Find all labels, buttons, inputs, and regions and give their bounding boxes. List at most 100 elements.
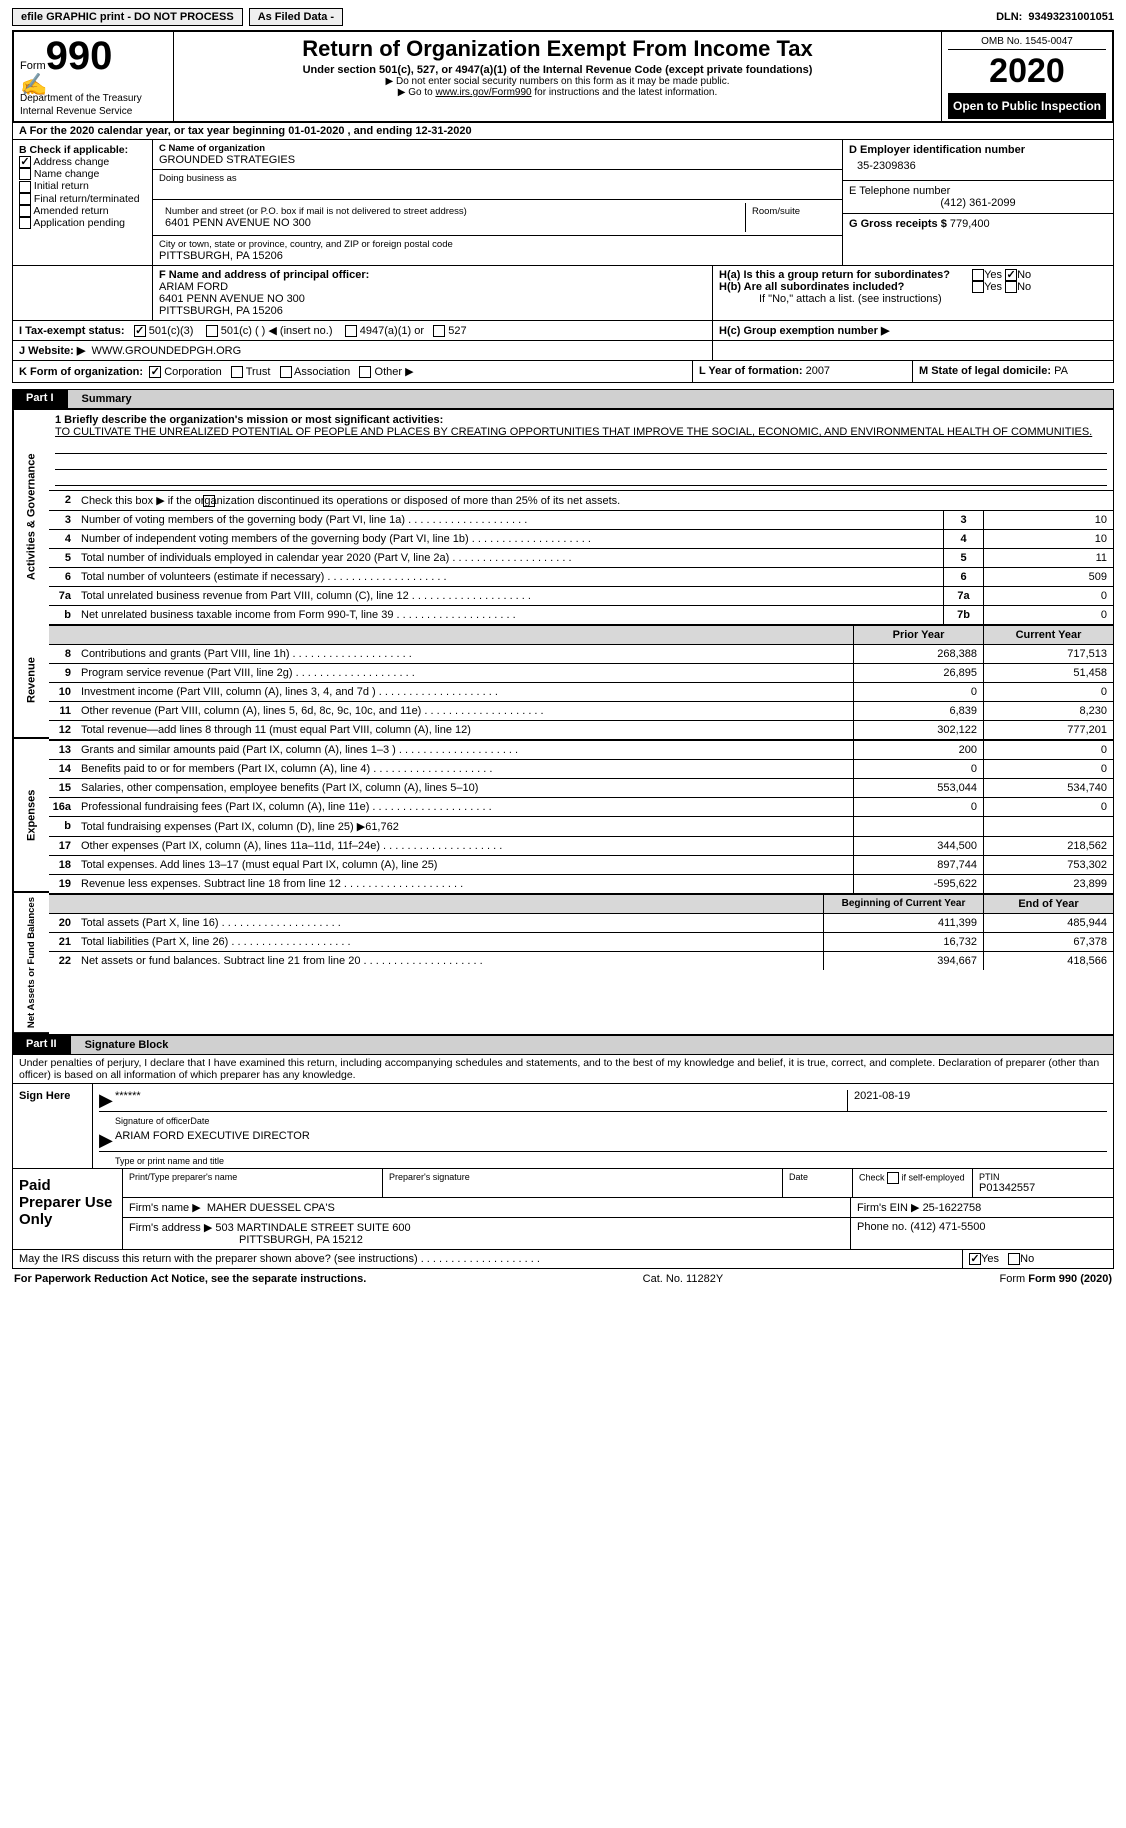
- addr-value: 6401 PENN AVENUE NO 300: [165, 217, 739, 229]
- chk-application-pending[interactable]: [19, 217, 31, 229]
- chk-ha-yes[interactable]: [972, 269, 984, 281]
- sign-here-label: Sign Here: [13, 1084, 93, 1168]
- i-4947: 4947(a)(1) or: [360, 325, 424, 337]
- sig-label: Signature of officer: [115, 1116, 190, 1126]
- c8: 717,513: [983, 645, 1113, 663]
- goto-pre: ▶ Go to: [398, 87, 436, 98]
- chk-final-return[interactable]: [19, 193, 31, 205]
- p10: 0: [853, 683, 983, 701]
- p21: 16,732: [823, 933, 983, 951]
- form-number: 990: [46, 34, 113, 78]
- v6: 509: [983, 568, 1113, 586]
- f-label: F Name and address of principal officer:: [159, 269, 369, 281]
- chk-discuss-yes[interactable]: [969, 1253, 981, 1265]
- c14: 0: [983, 760, 1113, 778]
- chk-address-change[interactable]: [19, 156, 31, 168]
- chk-discuss-no[interactable]: [1008, 1253, 1020, 1265]
- chk-501c3[interactable]: [134, 325, 146, 337]
- org-name: GROUNDED STRATEGIES: [159, 154, 836, 166]
- chk-trust[interactable]: [231, 366, 243, 378]
- top-efile-bar: efile GRAPHIC print - DO NOT PROCESS As …: [12, 8, 1114, 26]
- l20: Total assets (Part X, line 16): [77, 914, 823, 932]
- l6: Total number of volunteers (estimate if …: [77, 568, 943, 586]
- chk-501c[interactable]: [206, 325, 218, 337]
- footer-form: Form 990 (2020): [1028, 1273, 1112, 1285]
- l13: Grants and similar amounts paid (Part IX…: [77, 741, 853, 759]
- side-netassets: Net Assets or Fund Balances: [13, 893, 49, 1034]
- c-label: C Name of organization: [159, 143, 265, 154]
- discuss-no: No: [1020, 1253, 1034, 1265]
- part1-title: Summary: [68, 389, 1114, 409]
- g-label: G Gross receipts $: [849, 218, 947, 230]
- l19: Revenue less expenses. Subtract line 18 …: [77, 875, 853, 893]
- irs-link[interactable]: www.irs.gov/Form990: [435, 87, 531, 98]
- v5: 11: [983, 549, 1113, 567]
- ha-label: H(a) Is this a group return for subordin…: [719, 269, 969, 281]
- l-label: L Year of formation:: [699, 365, 803, 377]
- name-label: Type or print name and title: [115, 1156, 224, 1166]
- prep-h2: Preparer's signature: [383, 1169, 783, 1197]
- j-label: J Website: ▶: [19, 345, 85, 357]
- summary-table: Activities & Governance 1 Briefly descri…: [12, 409, 1114, 1035]
- chk-527[interactable]: [433, 325, 445, 337]
- b-name-change: Name change: [34, 168, 99, 180]
- chk-self-employed[interactable]: [887, 1172, 899, 1184]
- b-initial-return: Initial return: [34, 180, 89, 192]
- form-header: Form990 ✍ Department of the Treasury Int…: [12, 30, 1114, 123]
- city-value: PITTSBURGH, PA 15206: [159, 250, 836, 262]
- chk-hb-yes[interactable]: [972, 281, 984, 293]
- chk-other[interactable]: [359, 366, 371, 378]
- p15: 553,044: [853, 779, 983, 797]
- firm-addr1: 503 MARTINDALE STREET SUITE 600: [215, 1222, 410, 1234]
- p20: 411,399: [823, 914, 983, 932]
- sig-date: 2021-08-19: [847, 1090, 1107, 1111]
- form-subtitle-1: Under section 501(c), 527, or 4947(a)(1)…: [180, 64, 935, 76]
- officer-name-title: ARIAM FORD EXECUTIVE DIRECTOR: [115, 1130, 1107, 1151]
- chk-corp[interactable]: [149, 366, 161, 378]
- hdr-beg: Beginning of Current Year: [823, 895, 983, 913]
- k-label: K Form of organization:: [19, 366, 143, 378]
- chk-ha-no[interactable]: [1005, 269, 1017, 281]
- signature-block: Under penalties of perjury, I declare th…: [12, 1055, 1114, 1169]
- row-klm: K Form of organization: Corporation Trus…: [12, 361, 1114, 383]
- firm-ein: 25-1622758: [923, 1202, 982, 1214]
- i-527: 527: [448, 325, 466, 337]
- k-trust: Trust: [246, 366, 271, 378]
- ha-no: No: [1017, 269, 1031, 281]
- website-value: WWW.GROUNDEDPGH.ORG: [91, 345, 241, 357]
- chk-l2[interactable]: [203, 495, 215, 507]
- hb-note: If "No," attach a list. (see instruction…: [719, 293, 1107, 305]
- l7b: Net unrelated business taxable income fr…: [77, 606, 943, 624]
- l17: Other expenses (Part IX, column (A), lin…: [77, 837, 853, 855]
- ptin: P01342557: [979, 1182, 1107, 1194]
- e-label: E Telephone number: [849, 185, 1107, 197]
- preparer-block: Paid Preparer Use Only Print/Type prepar…: [12, 1169, 1114, 1250]
- m-label: M State of legal domicile:: [919, 365, 1051, 377]
- chk-hb-no[interactable]: [1005, 281, 1017, 293]
- firm-name: MAHER DUESSEL CPA'S: [207, 1202, 335, 1214]
- l1-label: 1 Briefly describe the organization's mi…: [55, 414, 443, 426]
- c18: 753,302: [983, 856, 1113, 874]
- chk-assoc[interactable]: [280, 366, 292, 378]
- chk-initial-return[interactable]: [19, 181, 31, 193]
- hdr-prior: Prior Year: [853, 626, 983, 644]
- discuss-yes: Yes: [981, 1253, 999, 1265]
- goto-post: for instructions and the latest informat…: [532, 87, 718, 98]
- part2-tab: Part II: [12, 1035, 71, 1055]
- side-revenue: Revenue: [13, 624, 49, 739]
- open-to-public: Open to Public Inspection: [948, 93, 1106, 119]
- chk-4947[interactable]: [345, 325, 357, 337]
- officer-name: ARIAM FORD: [159, 281, 706, 293]
- side-activities: Activities & Governance: [13, 410, 49, 624]
- chk-name-change[interactable]: [19, 168, 31, 180]
- row-i-hc: I Tax-exempt status: 501(c)(3) 501(c) ( …: [12, 321, 1114, 341]
- l22: Net assets or fund balances. Subtract li…: [77, 952, 823, 970]
- c20: 485,944: [983, 914, 1113, 932]
- i-501c: 501(c) ( ) ◀ (insert no.): [221, 325, 333, 337]
- a-pre: A For the 2020 calendar year, or tax yea…: [19, 125, 288, 137]
- b-address-change: Address change: [33, 156, 109, 168]
- c19: 23,899: [983, 875, 1113, 893]
- firm-phone-label: Phone no.: [857, 1221, 907, 1233]
- row-j: J Website: ▶ WWW.GROUNDEDPGH.ORG: [12, 341, 1114, 361]
- chk-amended-return[interactable]: [19, 205, 31, 217]
